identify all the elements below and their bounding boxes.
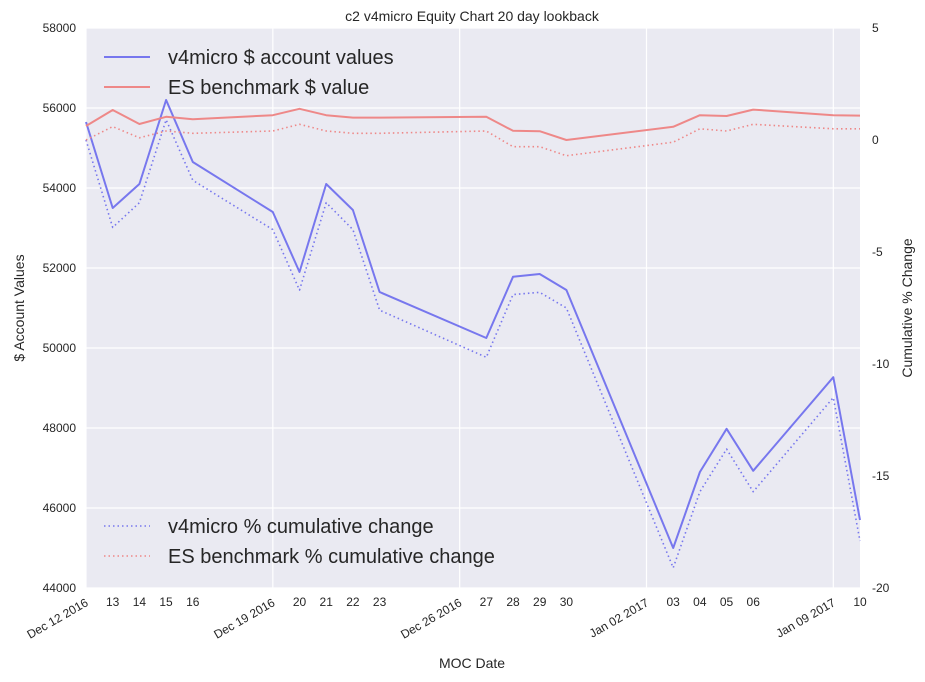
x-axis-label: MOC Date	[439, 655, 505, 671]
x-minor-tick-label: 04	[693, 595, 707, 609]
grid-lines	[85, 27, 860, 589]
x-major-tick-label: Dec 19 2016	[211, 595, 277, 641]
x-minor-tick-label: 13	[106, 595, 120, 609]
x-major-tick-label: Jan 09 2017	[774, 595, 838, 640]
y-axis-label: $ Account Values	[11, 254, 27, 361]
series-lines	[85, 99, 861, 569]
chart-title: c2 v4micro Equity Chart 20 day lookback	[345, 8, 600, 24]
x-minor-tick-label: 15	[159, 595, 173, 609]
x-major-tick-label: Jan 02 2017	[587, 595, 651, 640]
x-minor-tick-label: 29	[533, 595, 547, 609]
y2-tick-label: 5	[872, 21, 879, 35]
x-minor-tick-label: 14	[133, 595, 147, 609]
y-tick-label: 46000	[43, 501, 77, 515]
legend-label-bottom-2: ES benchmark % cumulative change	[168, 546, 495, 568]
x-minor-tick-label: 06	[747, 595, 761, 609]
x-minor-tick-label: 20	[293, 595, 307, 609]
plot-area	[86, 28, 860, 588]
x-minor-tick-label: 22	[346, 595, 360, 609]
series-line-1	[85, 99, 861, 549]
legend-label-top-1: v4micro $ account values	[168, 47, 394, 69]
y-tick-label: 48000	[43, 421, 77, 435]
x-major-tick-label: Dec 12 2016	[25, 595, 91, 641]
legend: v4micro $ account values ES benchmark $ v…	[104, 47, 495, 568]
series-line-4	[85, 123, 860, 157]
series-line-3	[85, 119, 861, 569]
legend-label-bottom-1: v4micro % cumulative change	[168, 516, 434, 538]
y-tick-label: 52000	[43, 261, 77, 275]
x-minor-tick-label: 16	[186, 595, 200, 609]
x-minor-tick-label: 23	[373, 595, 387, 609]
x-minor-tick-label: 10	[853, 595, 867, 609]
y2-tick-label: -5	[872, 245, 883, 259]
y-tick-label: 56000	[43, 101, 77, 115]
x-minor-tick-label: 28	[506, 595, 520, 609]
y-tick-label: 50000	[43, 341, 77, 355]
x-minor-tick-label: 03	[666, 595, 680, 609]
x-minor-tick-label: 30	[560, 595, 574, 609]
legend-label-top-2: ES benchmark $ value	[168, 77, 369, 99]
series-line-2	[85, 107, 861, 141]
x-major-tick-label: Dec 26 2016	[398, 595, 464, 641]
x-minor-tick-label: 27	[480, 595, 494, 609]
x-minor-tick-label: 05	[720, 595, 734, 609]
x-minor-tick-label: 21	[320, 595, 334, 609]
y-tick-label: 58000	[43, 21, 77, 35]
y2-tick-label: -20	[872, 581, 890, 595]
y-tick-label: 54000	[43, 181, 77, 195]
y2-tick-label: -15	[872, 469, 890, 483]
y2-axis-label: Cumulative % Change	[899, 238, 915, 378]
y2-tick-label: 0	[872, 133, 879, 147]
y2-tick-label: -10	[872, 357, 890, 371]
y-tick-label: 44000	[43, 581, 77, 595]
